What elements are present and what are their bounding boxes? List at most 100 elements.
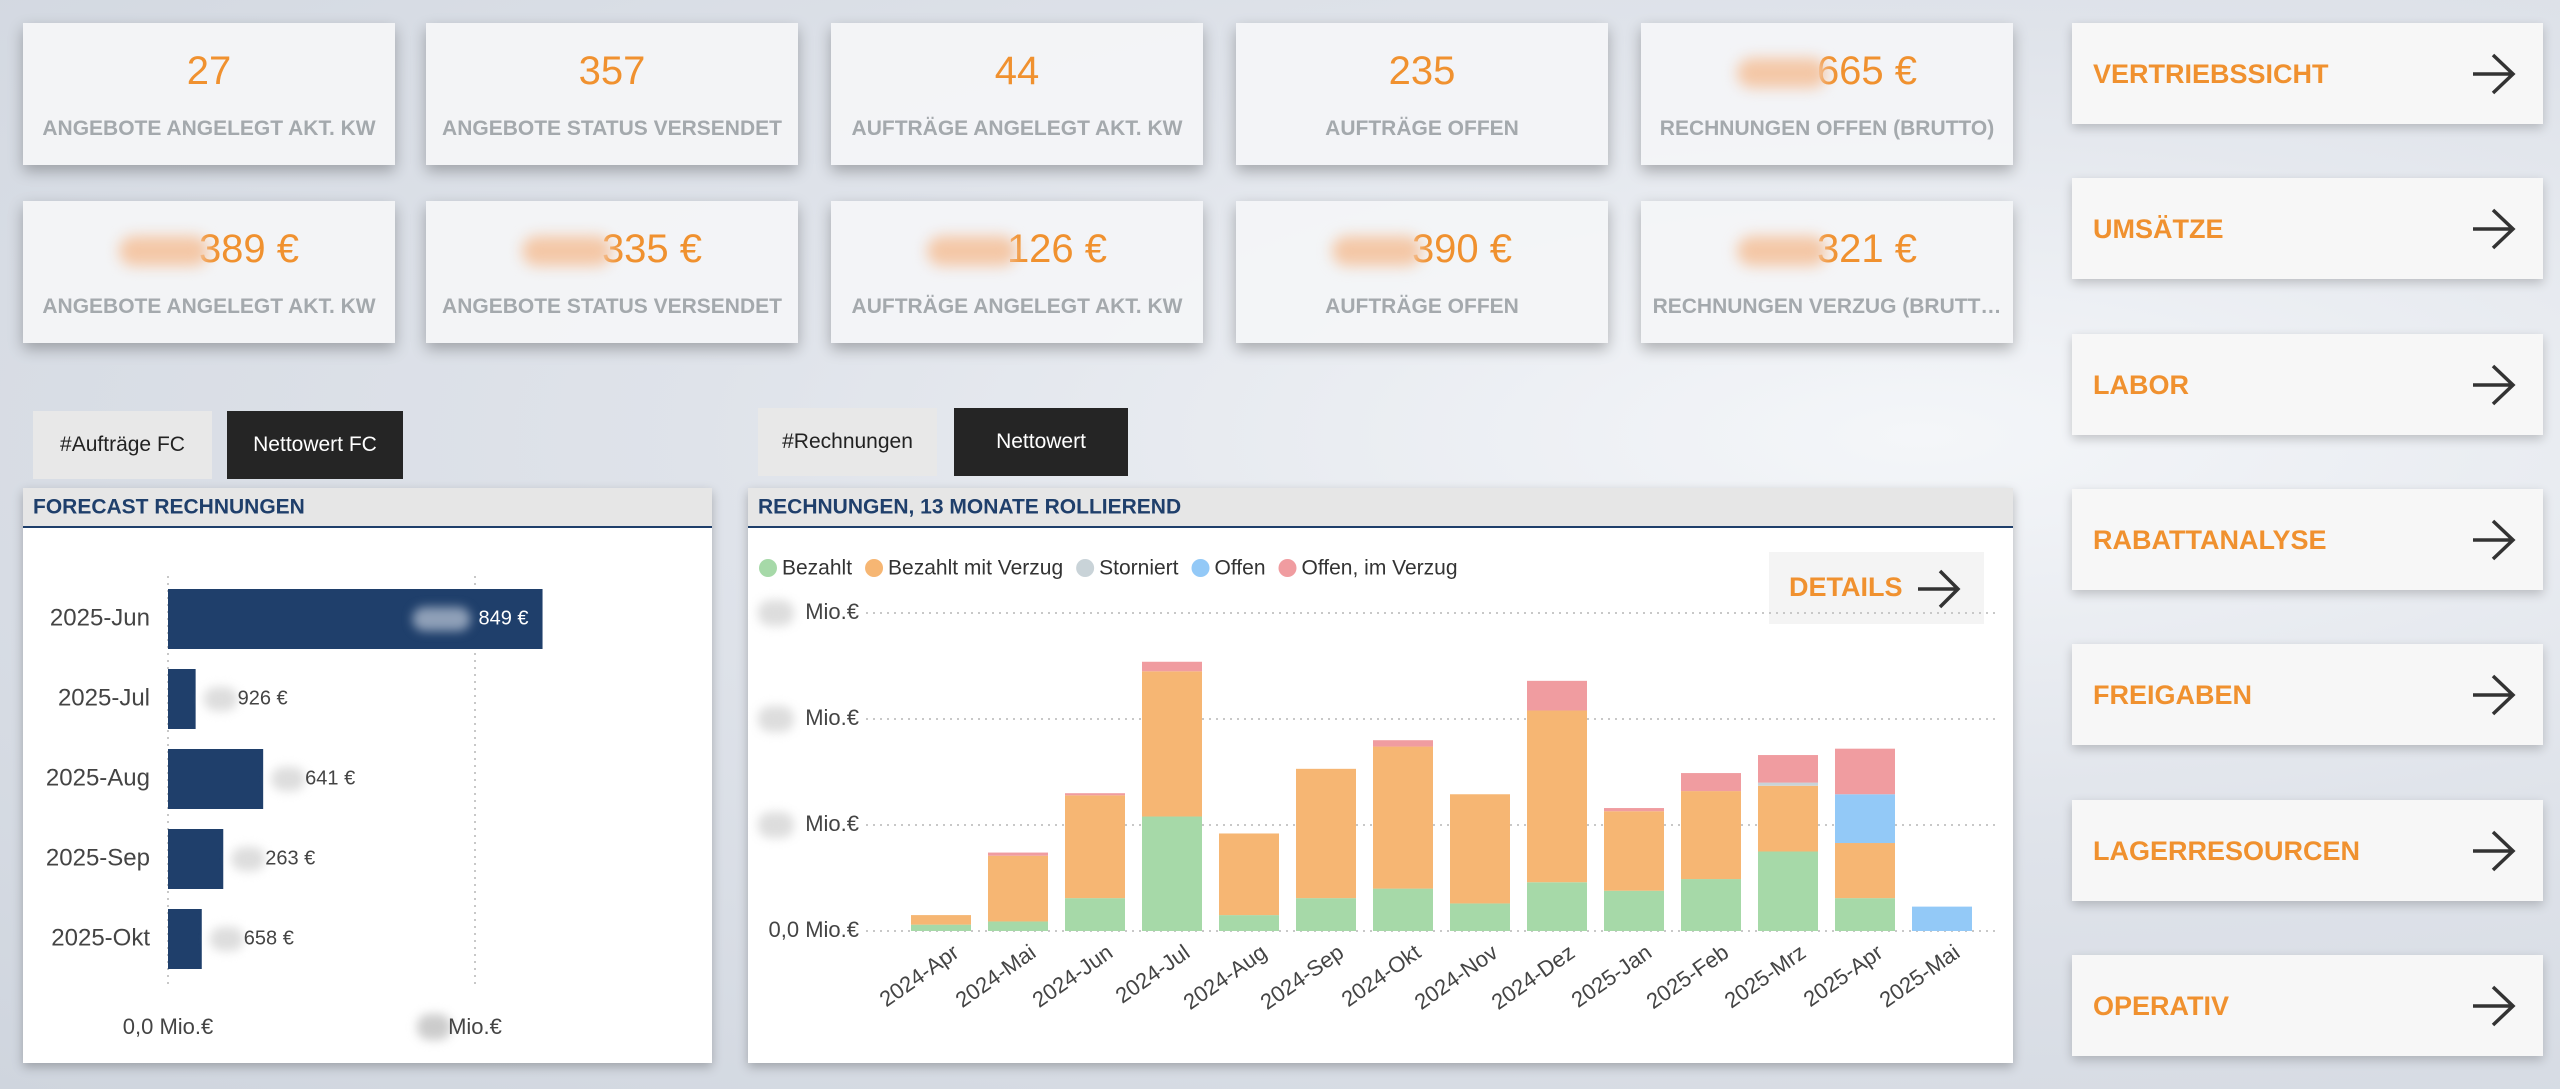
nav-arrow — [2473, 209, 2516, 250]
x-tick-label: 0,0 Mio.€ — [123, 1014, 214, 1039]
kpi-value-row: 27 — [23, 49, 395, 94]
kpi-label: AUFTRÄGE OFFEN — [1325, 117, 1519, 140]
nav-arrow — [2473, 830, 2516, 871]
kpi-card: 126 € AUFTRÄGE ANGELEGT AKT. KW — [831, 201, 1203, 343]
kpi-value-row: 235 — [1236, 49, 1608, 94]
chart-title: RECHNUNGEN, 13 MONATE ROLLIEREND — [758, 496, 1181, 519]
blur — [521, 236, 612, 267]
y-tick-label: 0,0 Mio.€ — [769, 917, 860, 942]
invoice-chart: RECHNUNGEN, 13 MONATE ROLLIEREND DETAILS… — [748, 488, 2013, 1015]
x-tick-label: 2024-Dez — [1487, 939, 1579, 1014]
x-tick-label: 2025-Jan — [1567, 939, 1656, 1012]
kpi-value: 321 € — [1816, 227, 1918, 271]
blur — [271, 767, 306, 791]
nav-button[interactable]: RABATTANALYSE — [2072, 488, 2543, 590]
legend-swatch — [1191, 559, 1210, 577]
toggle-button[interactable]: #Aufträge FC — [33, 411, 212, 479]
x-tick-label: 2024-Nov — [1410, 939, 1502, 1014]
kpi-label: AUFTRÄGE ANGELEGT AKT. KW — [851, 117, 1183, 140]
bar-segment — [1681, 879, 1741, 931]
bar-segment — [988, 855, 1048, 922]
legend-swatch — [865, 559, 884, 577]
bar-segment — [1681, 773, 1741, 792]
kpi-value: 27 — [186, 49, 232, 93]
forecast-panel: FORECAST RECHNUNGEN 0,0 Mio.€ Mio.€ 2025-J… — [23, 488, 712, 1063]
blur — [758, 706, 794, 732]
bar-segment — [1450, 794, 1510, 904]
bar-segment — [911, 924, 971, 931]
bar-segment — [911, 915, 971, 925]
kpi-label: RECHNUNGEN VERZUG (BRUTT… — [1652, 295, 2002, 318]
bar-segment — [1142, 661, 1202, 672]
kpi-value: 665 € — [1816, 49, 1918, 93]
invoice-panel: RECHNUNGEN, 13 MONATE ROLLIEREND DETAILS… — [748, 488, 2013, 1063]
toggle-button[interactable]: Nettowert FC — [227, 411, 403, 479]
bar-segment — [1527, 882, 1587, 931]
kpi-value: 390 € — [1411, 227, 1513, 271]
legend-label: Bezahlt mit Verzug — [888, 557, 1063, 580]
nav-label[interactable]: VERTRIEBSSICHT — [2093, 59, 2329, 89]
bar-segment — [1912, 906, 1972, 931]
bar-segment — [1373, 888, 1433, 931]
legend-swatch — [1076, 559, 1095, 577]
bar-segment — [1065, 795, 1125, 899]
x-tick-label: Mio.€ — [448, 1014, 502, 1039]
x-tick-label: 2025-Mai — [1875, 939, 1964, 1012]
legend-label: Bezahlt — [782, 557, 852, 580]
nav-button[interactable]: UMSÄTZE — [2072, 178, 2543, 280]
nav-button[interactable]: LABOR — [2072, 333, 2543, 435]
nav-button[interactable]: LAGERRESOURCEN — [2072, 799, 2543, 901]
title-bar — [23, 488, 712, 527]
title-bar — [748, 488, 2013, 527]
y-tick-label: 2025-Okt — [51, 924, 150, 951]
bar-segment — [1604, 890, 1664, 931]
bar — [168, 589, 543, 649]
kpi-value-row: 665 € — [1641, 49, 2013, 94]
bar-segment — [1373, 746, 1433, 889]
blur — [1736, 58, 1827, 89]
bar — [168, 829, 224, 889]
nav-label[interactable]: RABATTANALYSE — [2093, 524, 2327, 555]
kpi-value-row: 357 — [426, 49, 798, 94]
y-tick-label: 2025-Jun — [50, 604, 150, 631]
bar-segment — [1142, 671, 1202, 817]
kpi-value-row: 321 € — [1641, 227, 2013, 272]
kpi-value: 126 € — [1006, 227, 1108, 271]
blur — [926, 236, 1017, 267]
x-tick-label: 2025-Mrz — [1720, 939, 1810, 1013]
bar-segment — [1296, 898, 1356, 931]
y-tick-label: 2025-Aug — [46, 764, 150, 791]
nav-label[interactable]: LABOR — [2093, 369, 2189, 400]
kpi-card: 44 AUFTRÄGE ANGELEGT AKT. KW — [831, 23, 1203, 165]
nav-button[interactable]: VERTRIEBSSICHT — [2072, 23, 2543, 124]
value-label: 849 € — [478, 607, 528, 629]
nav-button[interactable]: FREIGABEN — [2072, 644, 2543, 746]
nav-arrow — [2473, 985, 2516, 1027]
nav-label[interactable]: UMSÄTZE — [2093, 214, 2224, 245]
nav-label[interactable]: OPERATIV — [2093, 990, 2230, 1021]
kpi-value-row: 389 € — [23, 227, 395, 272]
x-tick-label: 2024-Aug — [1179, 939, 1272, 1014]
kpi-label: AUFTRÄGE OFFEN — [1325, 295, 1519, 318]
nav-label[interactable]: LAGERRESOURCEN — [2093, 835, 2361, 866]
toggle-button[interactable]: #Rechnungen — [758, 408, 937, 476]
bar-segment — [1450, 903, 1510, 931]
kpi-card: 390 € AUFTRÄGE OFFEN — [1236, 201, 1608, 343]
bar-segment — [1373, 740, 1433, 747]
value-label: 658 € — [244, 927, 294, 949]
nav-arrow — [2473, 519, 2516, 561]
blur — [417, 1014, 451, 1040]
legend-label: Offen, im Verzug — [1302, 557, 1458, 580]
bar-segment — [1296, 768, 1356, 899]
toggle-button[interactable]: Nettowert — [954, 408, 1128, 476]
kpi-card: 335 € ANGEBOTE STATUS VERSENDET — [426, 201, 798, 343]
details-label[interactable]: DETAILS — [1789, 572, 1903, 602]
nav-label[interactable]: FREIGABEN — [2093, 680, 2253, 711]
x-tick-label: 2024-Jun — [1028, 939, 1117, 1012]
blur — [231, 847, 266, 871]
kpi-card: 27 ANGEBOTE ANGELEGT AKT. KW — [23, 23, 395, 165]
bar-segment — [1758, 782, 1818, 786]
nav-button[interactable]: OPERATIV — [2072, 954, 2543, 1056]
kpi-value: 389 € — [198, 227, 300, 271]
bar-segment — [1065, 898, 1125, 931]
